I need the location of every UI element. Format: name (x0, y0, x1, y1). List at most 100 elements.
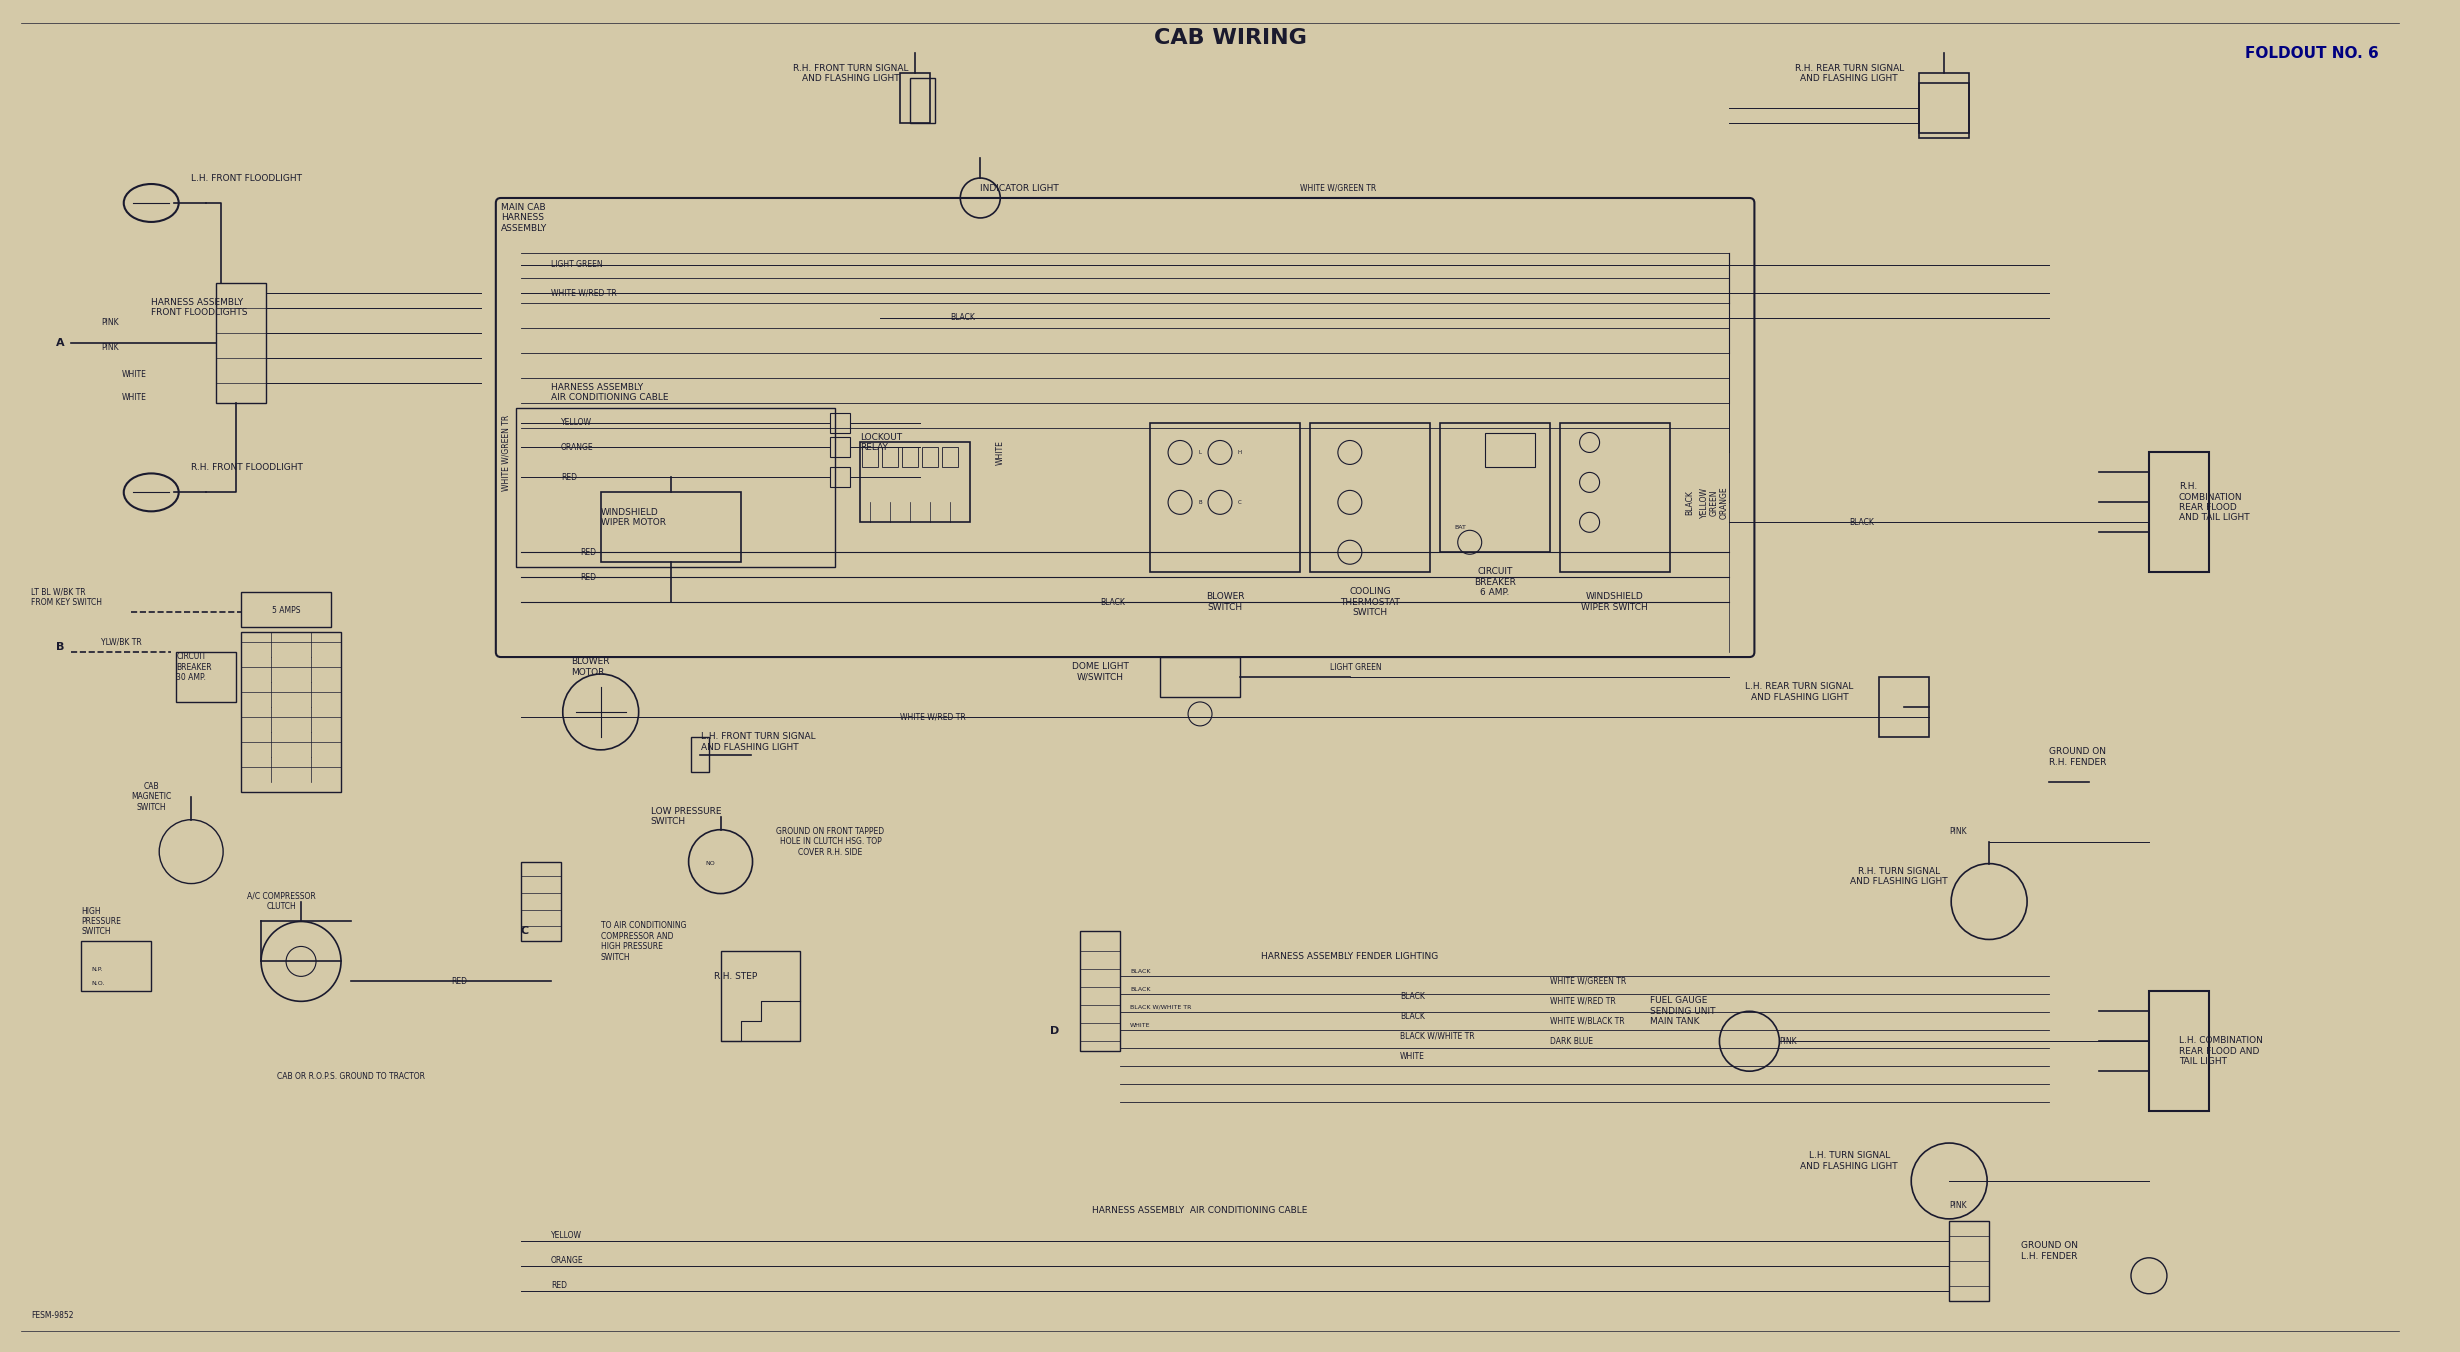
Text: BLACK: BLACK (1100, 598, 1124, 607)
Text: DOME LIGHT
W/SWITCH: DOME LIGHT W/SWITCH (1073, 662, 1129, 681)
Text: PINK: PINK (1779, 1037, 1796, 1045)
Text: CAB OR R.O.P.S. GROUND TO TRACTOR: CAB OR R.O.P.S. GROUND TO TRACTOR (278, 1072, 426, 1080)
Text: D: D (1050, 1026, 1060, 1036)
Text: DARK BLUE: DARK BLUE (1550, 1037, 1592, 1045)
Text: WHITE W/GREEN TR: WHITE W/GREEN TR (502, 414, 509, 491)
Text: HARNESS ASSEMBLY  AIR CONDITIONING CABLE: HARNESS ASSEMBLY AIR CONDITIONING CABLE (1092, 1206, 1309, 1215)
Bar (81, 941, 150, 991)
Text: WHITE W/RED TR: WHITE W/RED TR (551, 288, 617, 297)
Text: C: C (522, 926, 529, 937)
Text: LIGHT GREEN: LIGHT GREEN (1331, 662, 1383, 672)
Bar (1080, 932, 1119, 1052)
Text: R.H. FRONT TURN SIGNAL
AND FLASHING LIGHT: R.H. FRONT TURN SIGNAL AND FLASHING LIGH… (792, 64, 908, 82)
Text: YELLOW: YELLOW (561, 418, 593, 427)
Bar (903, 448, 918, 468)
Text: R.H.
COMBINATION
REAR FLOOD
AND TAIL LIGHT: R.H. COMBINATION REAR FLOOD AND TAIL LIG… (2180, 483, 2248, 522)
Text: HARNESS ASSEMBLY
AIR CONDITIONING CABLE: HARNESS ASSEMBLY AIR CONDITIONING CABLE (551, 383, 669, 403)
Text: PINK: PINK (101, 318, 118, 327)
Text: WHITE: WHITE (1400, 1052, 1424, 1061)
Text: BLACK W/WHITE TR: BLACK W/WHITE TR (1400, 1032, 1474, 1041)
Bar (721, 952, 800, 1041)
Text: WINDSHIELD
WIPER SWITCH: WINDSHIELD WIPER SWITCH (1582, 592, 1648, 612)
Text: WHITE: WHITE (996, 439, 1004, 465)
Bar (517, 407, 836, 568)
Text: WHITE W/GREEN TR: WHITE W/GREEN TR (1550, 977, 1626, 986)
Text: LOCKOUT
RELAY: LOCKOUT RELAY (861, 433, 903, 452)
Text: GROUND ON FRONT TAPPED
HOLE IN CLUTCH HSG. TOP
COVER R.H. SIDE: GROUND ON FRONT TAPPED HOLE IN CLUTCH HS… (777, 827, 886, 857)
Text: HARNESS ASSEMBLY FENDER LIGHTING: HARNESS ASSEMBLY FENDER LIGHTING (1262, 952, 1439, 961)
Bar (2150, 453, 2209, 572)
Text: R.H. REAR TURN SIGNAL
AND FLASHING LIGHT: R.H. REAR TURN SIGNAL AND FLASHING LIGHT (1796, 64, 1904, 82)
Bar (522, 861, 561, 941)
Text: FESM-9852: FESM-9852 (32, 1311, 74, 1320)
Text: C: C (1237, 500, 1242, 504)
Text: PINK: PINK (1948, 827, 1968, 836)
Bar (1879, 677, 1929, 737)
Text: ORANGE: ORANGE (561, 443, 593, 452)
Bar (900, 73, 930, 123)
Bar (922, 448, 937, 468)
Text: BLACK: BLACK (1400, 1011, 1424, 1021)
Text: BAT: BAT (1454, 525, 1466, 530)
Text: L.H. FRONT TURN SIGNAL
AND FLASHING LIGHT: L.H. FRONT TURN SIGNAL AND FLASHING LIGH… (701, 733, 814, 752)
Bar (1151, 423, 1299, 572)
Text: INDICATOR LIGHT: INDICATOR LIGHT (979, 184, 1060, 192)
Text: H: H (1237, 450, 1242, 456)
Text: CIRCUIT
BREAKER
30 AMP.: CIRCUIT BREAKER 30 AMP. (177, 652, 212, 681)
Text: GREEN: GREEN (1710, 489, 1720, 515)
Text: LOW PRESSURE
SWITCH: LOW PRESSURE SWITCH (649, 807, 721, 826)
Bar (1948, 1221, 1990, 1301)
Bar (910, 78, 935, 123)
Bar (863, 448, 878, 468)
Text: FUEL GAUGE
SENDING UNIT
MAIN TANK: FUEL GAUGE SENDING UNIT MAIN TANK (1651, 996, 1715, 1026)
Text: RED: RED (450, 977, 467, 986)
Bar (1560, 423, 1670, 572)
Text: WHITE W/GREEN TR: WHITE W/GREEN TR (1299, 184, 1375, 192)
Text: BLACK: BLACK (950, 314, 974, 322)
Text: B: B (57, 642, 64, 652)
Bar (1486, 433, 1535, 468)
Text: COOLING
THERMOSTAT
SWITCH: COOLING THERMOSTAT SWITCH (1341, 587, 1400, 617)
Text: RED: RED (551, 1282, 566, 1290)
Text: L.H. COMBINATION
REAR FLOOD AND
TAIL LIGHT: L.H. COMBINATION REAR FLOOD AND TAIL LIG… (2180, 1037, 2263, 1067)
Text: CAB
MAGNETIC
SWITCH: CAB MAGNETIC SWITCH (130, 781, 172, 811)
Bar (2150, 991, 2209, 1111)
Text: WHITE W/RED TR: WHITE W/RED TR (1550, 996, 1616, 1006)
Text: 5 AMPS: 5 AMPS (271, 606, 300, 615)
Text: HARNESS ASSEMBLY
FRONT FLOODLIGHTS: HARNESS ASSEMBLY FRONT FLOODLIGHTS (150, 297, 248, 318)
Text: RED: RED (581, 548, 598, 557)
Text: RED: RED (581, 573, 598, 581)
Text: WHITE: WHITE (121, 393, 145, 402)
Text: R.H. FRONT FLOODLIGHT: R.H. FRONT FLOODLIGHT (192, 462, 303, 472)
Text: N.P.: N.P. (91, 967, 103, 972)
Bar (1439, 423, 1550, 552)
Text: TO AIR CONDITIONING
COMPRESSOR AND
HIGH PRESSURE
SWITCH: TO AIR CONDITIONING COMPRESSOR AND HIGH … (600, 921, 686, 961)
Text: YELLOW: YELLOW (551, 1232, 581, 1240)
Text: GROUND ON
L.H. FENDER: GROUND ON L.H. FENDER (2020, 1241, 2079, 1260)
Text: RED: RED (561, 473, 576, 481)
Text: PINK: PINK (101, 343, 118, 352)
Text: B: B (1198, 500, 1200, 504)
Bar (861, 442, 969, 522)
Bar (691, 737, 708, 772)
Text: HIGH
PRESSURE
SWITCH: HIGH PRESSURE SWITCH (81, 907, 121, 937)
Bar (600, 492, 740, 562)
Bar (1309, 423, 1429, 572)
Bar (831, 412, 851, 433)
Text: BLACK: BLACK (1129, 987, 1151, 992)
Bar (1919, 84, 1968, 138)
Bar (831, 468, 851, 487)
Text: ORANGE: ORANGE (1720, 487, 1729, 519)
Text: BLACK: BLACK (1400, 992, 1424, 1000)
Text: L.H. TURN SIGNAL
AND FLASHING LIGHT: L.H. TURN SIGNAL AND FLASHING LIGHT (1801, 1152, 1899, 1171)
Text: L.H. REAR TURN SIGNAL
AND FLASHING LIGHT: L.H. REAR TURN SIGNAL AND FLASHING LIGHT (1744, 683, 1852, 702)
Text: WINDSHIELD
WIPER MOTOR: WINDSHIELD WIPER MOTOR (600, 507, 667, 527)
Text: MAIN CAB
HARNESS
ASSEMBLY: MAIN CAB HARNESS ASSEMBLY (502, 203, 546, 233)
Text: CAB WIRING: CAB WIRING (1154, 28, 1306, 49)
Text: LIGHT GREEN: LIGHT GREEN (551, 261, 603, 269)
Text: BLOWER
SWITCH: BLOWER SWITCH (1205, 592, 1245, 612)
Text: BLACK W/WHITE TR: BLACK W/WHITE TR (1129, 1005, 1191, 1010)
Text: BLACK: BLACK (1850, 518, 1875, 527)
Text: A: A (57, 338, 64, 347)
Text: YELLOW: YELLOW (1700, 487, 1710, 518)
